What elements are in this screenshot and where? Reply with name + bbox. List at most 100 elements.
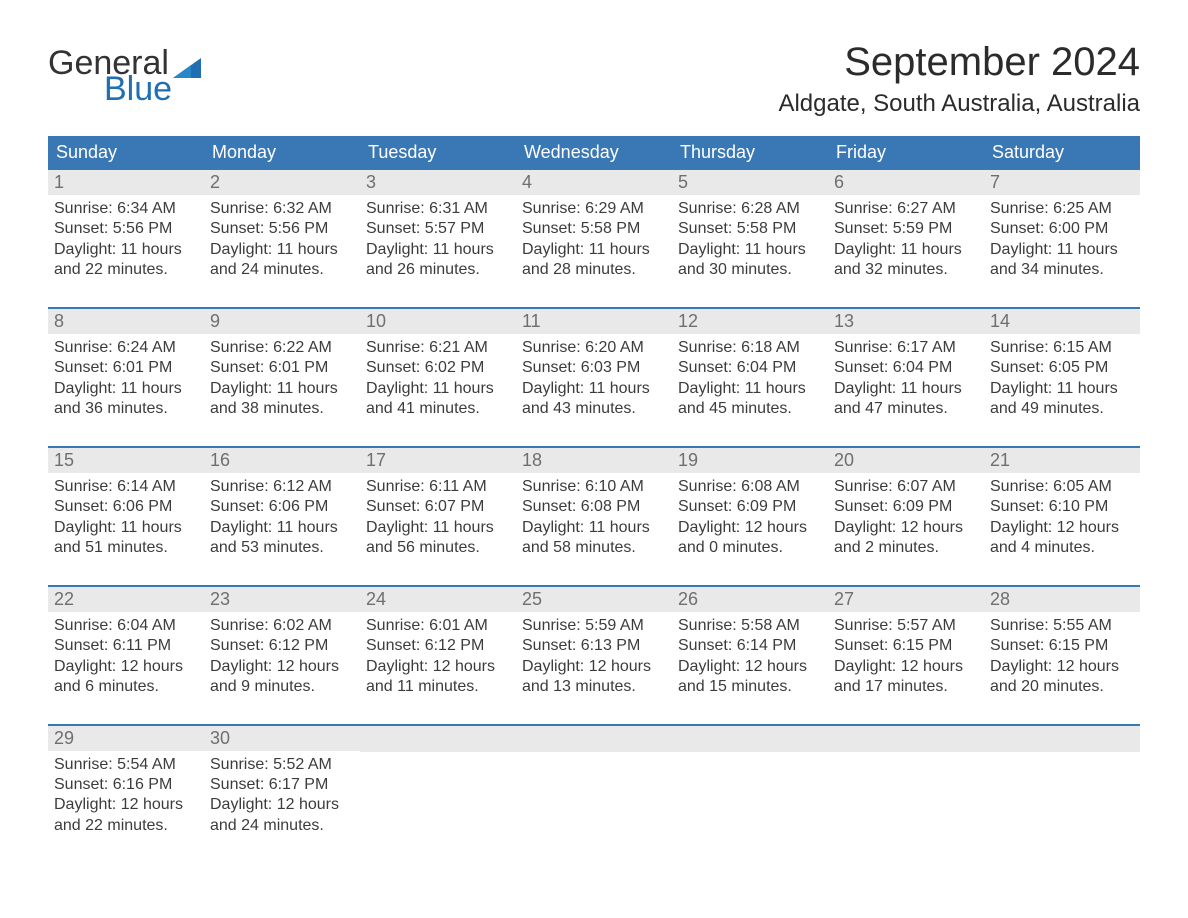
weekday-header: Saturday bbox=[984, 136, 1140, 170]
day-number: 4 bbox=[522, 172, 532, 192]
day-sunset: Sunset: 6:06 PM bbox=[210, 497, 354, 517]
day-dl1: Daylight: 11 hours bbox=[522, 379, 666, 399]
day-sunrise: Sunrise: 6:08 AM bbox=[678, 477, 822, 497]
day-cell: 13Sunrise: 6:17 AMSunset: 6:04 PMDayligh… bbox=[828, 309, 984, 424]
day-number-bar: 30 bbox=[204, 726, 360, 751]
day-sunset: Sunset: 6:15 PM bbox=[990, 636, 1134, 656]
day-cell: 7 Sunrise: 6:25 AMSunset: 6:00 PMDaylight… bbox=[984, 170, 1140, 285]
day-cell: 29 Sunrise: 5:54 AMSunset: 6:16 PMDayligh… bbox=[48, 726, 204, 841]
day-content: Sunrise: 6:14 AMSunset: 6:06 PMDaylight:… bbox=[48, 473, 204, 559]
day-sunset: Sunset: 6:17 PM bbox=[210, 775, 354, 795]
day-number-bar: 21 bbox=[984, 448, 1140, 473]
day-sunset: Sunset: 6:00 PM bbox=[990, 219, 1134, 239]
day-dl2: and 51 minutes. bbox=[54, 538, 198, 558]
day-dl2: and 2 minutes. bbox=[834, 538, 978, 558]
day-cell: 18Sunrise: 6:10 AMSunset: 6:08 PMDayligh… bbox=[516, 448, 672, 563]
day-number-bar: 8 bbox=[48, 309, 204, 334]
day-number: 10 bbox=[366, 311, 386, 331]
day-number-bar: 27 bbox=[828, 587, 984, 612]
day-number-bar: 2 bbox=[204, 170, 360, 195]
day-number: 3 bbox=[366, 172, 376, 192]
calendar-week: 1 Sunrise: 6:34 AMSunset: 5:56 PM Daylight… bbox=[48, 170, 1140, 285]
day-cell: 25Sunrise: 5:59 AMSunset: 6:13 PMDayligh… bbox=[516, 587, 672, 702]
day-content: Sunrise: 6:25 AMSunset: 6:00 PMDaylight:… bbox=[984, 195, 1140, 281]
day-dl1: Daylight: 11 hours bbox=[990, 240, 1134, 260]
day-cell: 4 Sunrise: 6:29 AMSunset: 5:58 PMDaylight… bbox=[516, 170, 672, 285]
day-dl1: Daylight: 12 hours bbox=[834, 518, 978, 538]
day-sunrise: Sunrise: 6:14 AM bbox=[54, 477, 198, 497]
day-cell: 3Sunrise: 6:31 AMSunset: 5:57 PMDaylight… bbox=[360, 170, 516, 285]
day-cell: 10Sunrise: 6:21 AMSunset: 6:02 PMDayligh… bbox=[360, 309, 516, 424]
day-sunset: Sunset: 6:04 PM bbox=[834, 358, 978, 378]
empty-day-bar bbox=[360, 726, 516, 752]
day-content: Sunrise: 6:24 AMSunset: 6:01 PMDaylight:… bbox=[48, 334, 204, 420]
day-cell: 8Sunrise: 6:24 AMSunset: 6:01 PMDaylight… bbox=[48, 309, 204, 424]
calendar-week: 22Sunrise: 6:04 AMSunset: 6:11 PMDayligh… bbox=[48, 585, 1140, 702]
day-number: 11 bbox=[522, 311, 541, 331]
day-dl2: and 22 minutes. bbox=[54, 816, 198, 836]
day-sunset: Sunset: 6:03 PM bbox=[522, 358, 666, 378]
day-sunset: Sunset: 6:15 PM bbox=[834, 636, 978, 656]
day-number: 29 bbox=[54, 728, 74, 748]
day-dl1: Daylight: 11 hours bbox=[54, 379, 198, 399]
day-number: 12 bbox=[678, 311, 698, 331]
day-number: 20 bbox=[834, 450, 854, 470]
day-cell: 21Sunrise: 6:05 AMSunset: 6:10 PMDayligh… bbox=[984, 448, 1140, 563]
weeks-container: 1 Sunrise: 6:34 AMSunset: 5:56 PM Daylight… bbox=[48, 170, 1140, 840]
day-content: Sunrise: 6:05 AMSunset: 6:10 PMDaylight:… bbox=[984, 473, 1140, 559]
day-cell: 30Sunrise: 5:52 AMSunset: 6:17 PMDayligh… bbox=[204, 726, 360, 841]
day-dl1: Daylight: 11 hours bbox=[366, 518, 510, 538]
calendar-week: 15Sunrise: 6:14 AMSunset: 6:06 PMDayligh… bbox=[48, 446, 1140, 563]
day-sunrise: Sunrise: 5:57 AM bbox=[834, 616, 978, 636]
brand-line2: Blue bbox=[104, 72, 172, 106]
day-number-bar: 25 bbox=[516, 587, 672, 612]
day-dl1: Daylight: 12 hours bbox=[834, 657, 978, 677]
day-dl1: Daylight: 12 hours bbox=[522, 657, 666, 677]
day-dl1: Daylight: 11 hours bbox=[522, 240, 666, 260]
empty-day-bar bbox=[516, 726, 672, 752]
day-sunrise: Sunrise: 6:22 AM bbox=[210, 338, 354, 358]
day-content: Sunrise: 6:04 AMSunset: 6:11 PMDaylight:… bbox=[48, 612, 204, 698]
day-dl2: and 6 minutes. bbox=[54, 677, 198, 697]
day-content: Sunrise: 5:54 AMSunset: 6:16 PMDaylight:… bbox=[48, 751, 204, 837]
day-cell: 6Sunrise: 6:27 AMSunset: 5:59 PMDaylight… bbox=[828, 170, 984, 285]
day-number-bar: 4 bbox=[516, 170, 672, 195]
day-number-bar: 11 bbox=[516, 309, 672, 334]
day-sunrise: Sunrise: 6:34 AM bbox=[54, 199, 198, 219]
day-sunrise: Sunrise: 6:25 AM bbox=[990, 199, 1134, 219]
empty-day-bar bbox=[828, 726, 984, 752]
day-cell: 22Sunrise: 6:04 AMSunset: 6:11 PMDayligh… bbox=[48, 587, 204, 702]
day-dl2: and 30 minutes. bbox=[678, 260, 822, 280]
day-sunrise: Sunrise: 6:12 AM bbox=[210, 477, 354, 497]
day-sunrise: Sunrise: 6:01 AM bbox=[366, 616, 510, 636]
day-cell: 9Sunrise: 6:22 AMSunset: 6:01 PMDaylight… bbox=[204, 309, 360, 424]
day-content: Sunrise: 6:29 AMSunset: 5:58 PMDaylight:… bbox=[516, 195, 672, 281]
day-cell: 26Sunrise: 5:58 AMSunset: 6:14 PMDayligh… bbox=[672, 587, 828, 702]
day-dl2: and 53 minutes. bbox=[210, 538, 354, 558]
day-sunrise: Sunrise: 5:52 AM bbox=[210, 755, 354, 775]
day-dl1: Daylight: 11 hours bbox=[366, 379, 510, 399]
day-sunrise: Sunrise: 5:54 AM bbox=[54, 755, 198, 775]
day-dl1: Daylight: 11 hours bbox=[678, 240, 822, 260]
day-sunrise: Sunrise: 6:32 AM bbox=[210, 199, 354, 219]
day-number: 27 bbox=[834, 589, 854, 609]
day-cell: 24Sunrise: 6:01 AMSunset: 6:12 PMDayligh… bbox=[360, 587, 516, 702]
day-number-bar: 26 bbox=[672, 587, 828, 612]
day-dl2: and 24 minutes. bbox=[210, 816, 354, 836]
day-sunrise: Sunrise: 6:02 AM bbox=[210, 616, 354, 636]
day-sunset: Sunset: 6:09 PM bbox=[834, 497, 978, 517]
day-number: 7 bbox=[990, 172, 1000, 192]
calendar-week: 8Sunrise: 6:24 AMSunset: 6:01 PMDaylight… bbox=[48, 307, 1140, 424]
day-dl2: and 13 minutes. bbox=[522, 677, 666, 697]
day-sunset: Sunset: 5:56 PM bbox=[54, 219, 198, 239]
day-dl1: Daylight: 11 hours bbox=[366, 240, 510, 260]
day-content: Sunrise: 5:58 AMSunset: 6:14 PMDaylight:… bbox=[672, 612, 828, 698]
day-dl2: and 36 minutes. bbox=[54, 399, 198, 419]
day-number-bar: 29 bbox=[48, 726, 204, 751]
day-number-bar: 24 bbox=[360, 587, 516, 612]
day-number-bar: 15 bbox=[48, 448, 204, 473]
day-number: 23 bbox=[210, 589, 230, 609]
day-number: 1 bbox=[54, 172, 64, 192]
day-dl2: and 49 minutes. bbox=[990, 399, 1134, 419]
day-sunset: Sunset: 6:11 PM bbox=[54, 636, 198, 656]
